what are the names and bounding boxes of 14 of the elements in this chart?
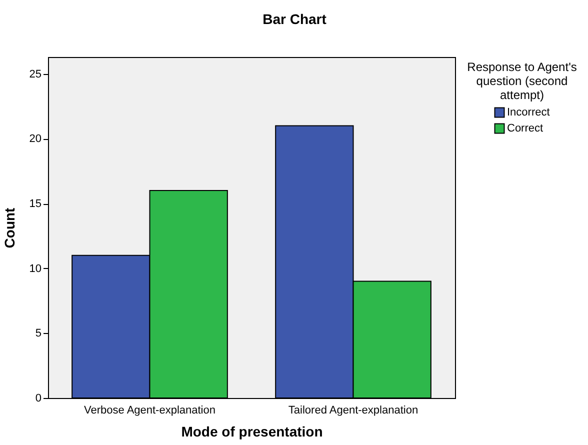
- y-tick-label: 5: [35, 328, 42, 340]
- x-tick-label: Verbose Agent-explanation: [84, 404, 216, 416]
- y-tick-label: 20: [29, 133, 42, 146]
- y-axis-title: Count: [1, 207, 18, 248]
- y-tick-label: 25: [29, 68, 42, 80]
- legend-label: Correct: [507, 122, 544, 134]
- legend-label: Incorrect: [507, 106, 550, 118]
- y-tick-label: 0: [35, 392, 42, 404]
- y-tick-label: 15: [29, 198, 42, 210]
- x-axis-title: Mode of presentation: [181, 424, 323, 440]
- chart-title: Bar Chart: [262, 11, 327, 27]
- legend-title: Response to Agent's question (second attempt): [467, 60, 577, 102]
- x-tick-label: Tailored Agent-explanation: [288, 404, 418, 416]
- y-tick-label: 10: [29, 262, 42, 275]
